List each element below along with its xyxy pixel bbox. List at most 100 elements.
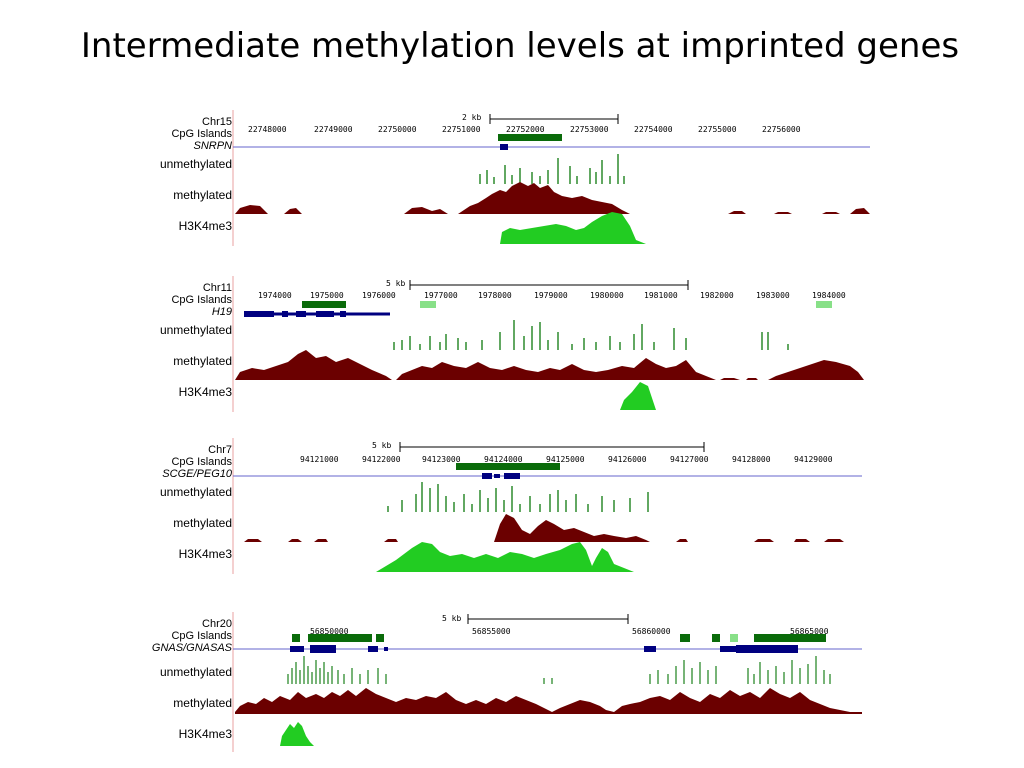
methylated-label: methylated bbox=[173, 516, 232, 530]
scale-label: 2 kb bbox=[462, 113, 481, 122]
tick-label: 22755000 bbox=[698, 125, 737, 134]
unmethylated-track bbox=[393, 320, 789, 350]
tick-label: 1976000 bbox=[362, 291, 396, 300]
h3k4me3-track bbox=[280, 722, 314, 746]
browser-panel-h19: Chr11 CpG Islands H19 unmethylated methy… bbox=[140, 276, 880, 416]
coordinate-ticks: 56850000 56855000 56860000 56865000 bbox=[310, 627, 829, 636]
unmethylated-label: unmethylated bbox=[159, 665, 232, 679]
tick-label: 94124000 bbox=[484, 455, 523, 464]
h3k4me3-label: H3K4me3 bbox=[178, 385, 232, 399]
tick-label: 94128000 bbox=[732, 455, 771, 464]
browser-tracks-svg: 5 kb 56850000 56855000 56860000 56865000 bbox=[232, 612, 862, 752]
coordinate-ticks: 94121000 94122000 94123000 94124000 9412… bbox=[300, 455, 833, 464]
methylated-track bbox=[235, 688, 862, 714]
scale-label: 5 kb bbox=[442, 614, 461, 623]
chrom-label: Chr20 bbox=[202, 618, 232, 630]
browser-panel-gnas: Chr20 CpG Islands GNAS/GNASAS unmethylat… bbox=[140, 612, 880, 752]
browser-panel-peg10: Chr7 CpG Islands SCGE/PEG10 unmethylated… bbox=[140, 438, 880, 578]
scale-bar: 5 kb bbox=[442, 614, 629, 624]
unmethylated-label: unmethylated bbox=[159, 157, 232, 171]
h3k4me3-track bbox=[376, 542, 634, 572]
browser-tracks-svg: 5 kb 94121000 94122000 94123000 94124000… bbox=[232, 438, 862, 574]
tick-label: 1984000 bbox=[812, 291, 846, 300]
chrom-label: Chr11 bbox=[202, 282, 232, 294]
unmethylated-track bbox=[287, 656, 831, 684]
methylated-label: methylated bbox=[173, 354, 232, 368]
gene-label: H19 bbox=[211, 306, 232, 318]
chrom-label: Chr7 bbox=[208, 444, 232, 456]
cpg-island bbox=[456, 463, 560, 470]
tick-label: 22752000 bbox=[506, 125, 545, 134]
tick-label: 94127000 bbox=[670, 455, 709, 464]
chrom-label: Chr15 bbox=[202, 116, 232, 128]
tick-label: 94121000 bbox=[300, 455, 339, 464]
tick-label: 22748000 bbox=[248, 125, 287, 134]
tick-label: 94129000 bbox=[794, 455, 833, 464]
unmethylated-label: unmethylated bbox=[159, 323, 232, 337]
methylated-track bbox=[244, 514, 844, 542]
browser-panel-snrpn: Chr15 CpG Islands SNRPN unmethylated met… bbox=[140, 110, 880, 250]
scale-bar: 2 kb bbox=[462, 113, 619, 124]
coordinate-ticks: 1974000 1975000 1976000 1977000 1978000 … bbox=[258, 291, 846, 300]
methylated-track bbox=[235, 350, 864, 380]
cpg-islands-label: CpG Islands bbox=[171, 128, 232, 140]
tick-label: 22754000 bbox=[634, 125, 673, 134]
tick-label: 1983000 bbox=[756, 291, 790, 300]
scale-label: 5 kb bbox=[372, 441, 391, 450]
tick-label: 56850000 bbox=[310, 627, 349, 636]
tick-label: 94122000 bbox=[362, 455, 401, 464]
methylated-track bbox=[235, 182, 870, 214]
cpg-islands-label: CpG Islands bbox=[171, 456, 232, 468]
tick-label: 1980000 bbox=[590, 291, 624, 300]
coordinate-ticks: 22748000 22749000 22750000 22751000 2275… bbox=[248, 125, 801, 134]
scale-bar: 5 kb bbox=[386, 279, 689, 290]
browser-tracks-svg: 2 kb 22748000 22749000 22750000 22751000… bbox=[232, 110, 870, 246]
scale-label: 5 kb bbox=[386, 279, 405, 288]
tick-label: 56865000 bbox=[790, 627, 829, 636]
browser-tracks-svg: 5 kb 1974000 1975000 1976000 1977000 197… bbox=[232, 276, 864, 412]
tick-label: 94125000 bbox=[546, 455, 585, 464]
gene-label: GNAS/GNASAS bbox=[151, 642, 232, 654]
cpg-islands-label: CpG Islands bbox=[171, 294, 232, 306]
cpg-island bbox=[498, 134, 562, 141]
cpg-island bbox=[308, 634, 372, 642]
unmethylated-track bbox=[479, 154, 625, 184]
unmethylated-track bbox=[387, 482, 649, 512]
tick-label: 22756000 bbox=[762, 125, 801, 134]
tick-label: 1974000 bbox=[258, 291, 292, 300]
cpg-island bbox=[680, 634, 690, 642]
gene-model bbox=[244, 311, 390, 317]
tick-label: 22750000 bbox=[378, 125, 417, 134]
cpg-island bbox=[376, 634, 384, 642]
slide-title: Intermediate methylation levels at impri… bbox=[80, 26, 960, 66]
tick-label: 1975000 bbox=[310, 291, 344, 300]
cpg-island bbox=[816, 301, 832, 308]
tick-label: 1977000 bbox=[424, 291, 458, 300]
h3k4me3-track bbox=[620, 382, 656, 410]
tick-label: 1981000 bbox=[644, 291, 678, 300]
h3k4me3-label: H3K4me3 bbox=[178, 547, 232, 561]
h3k4me3-label: H3K4me3 bbox=[178, 219, 232, 233]
gene-exon bbox=[500, 144, 508, 150]
tick-label: 22749000 bbox=[314, 125, 353, 134]
tick-label: 1982000 bbox=[700, 291, 734, 300]
cpg-island bbox=[730, 634, 738, 642]
gene-model bbox=[290, 645, 798, 653]
tick-label: 22751000 bbox=[442, 125, 481, 134]
methylated-label: methylated bbox=[173, 188, 232, 202]
cpg-islands-label: CpG Islands bbox=[171, 630, 232, 642]
cpg-island bbox=[302, 301, 346, 308]
cpg-island bbox=[754, 634, 826, 642]
cpg-island bbox=[292, 634, 300, 642]
scale-bar: 5 kb bbox=[372, 441, 705, 452]
gene-model bbox=[482, 473, 520, 479]
cpg-island bbox=[420, 301, 436, 308]
cpg-island bbox=[712, 634, 720, 642]
tick-label: 22753000 bbox=[570, 125, 609, 134]
tick-label: 1979000 bbox=[534, 291, 568, 300]
tick-label: 56855000 bbox=[472, 627, 511, 636]
unmethylated-label: unmethylated bbox=[159, 485, 232, 499]
gene-label: SCGE/PEG10 bbox=[162, 468, 232, 480]
gene-label: SNRPN bbox=[193, 140, 232, 152]
tick-label: 56860000 bbox=[632, 627, 671, 636]
